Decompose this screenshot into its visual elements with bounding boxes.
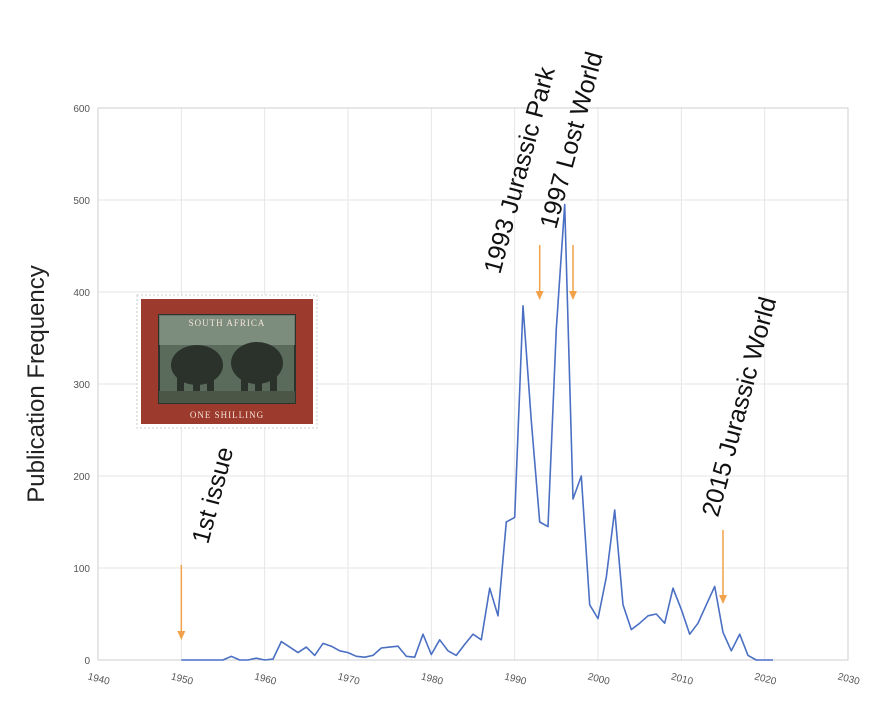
x-tick-label: 1950: [170, 672, 195, 688]
x-axis-ticks: 1940 1950 1960 1970 1980 1990 2000 2010 2020 2030: [86, 672, 861, 688]
x-tick-label: 2000: [586, 672, 611, 688]
annotation-label: 1st issue: [187, 444, 240, 547]
grid: [97, 107, 849, 661]
x-tick-label: 1960: [253, 672, 278, 688]
y-axis-ticks: 0 100 200 300 400 500 600: [73, 104, 90, 667]
x-tick-label: 2030: [836, 672, 861, 688]
x-tick-label: 1940: [86, 672, 111, 688]
annotation-arrow-head: [569, 291, 577, 300]
stamp-image: SOUTH AFRICA ONE SHILLING: [136, 294, 318, 429]
x-tick-label: 1970: [336, 672, 361, 688]
y-tick-label: 300: [73, 380, 90, 391]
x-tick-label: 2010: [670, 672, 695, 688]
y-tick-label: 0: [84, 656, 90, 667]
annotation-label: 2015 Jurassic World: [697, 294, 783, 520]
x-tick-label: 2020: [753, 672, 778, 688]
annotation-arrow-head: [535, 291, 544, 300]
stamp-bottom-text: ONE SHILLING: [190, 410, 264, 420]
y-tick-label: 200: [73, 472, 90, 483]
y-tick-label: 400: [73, 288, 90, 299]
y-tick-label: 100: [73, 564, 90, 575]
plot-frame: [97, 107, 849, 661]
x-tick-label: 1980: [420, 672, 445, 688]
x-tick-label: 1990: [503, 672, 528, 688]
publication-frequency-line: [181, 203, 773, 661]
annotation-arrows: [177, 245, 727, 640]
annotation-arrow-head: [719, 595, 727, 604]
y-tick-label: 600: [73, 104, 90, 115]
annotation-arrow-head: [177, 631, 186, 640]
y-tick-label: 500: [73, 196, 90, 207]
stamp-top-text: SOUTH AFRICA: [189, 318, 266, 328]
y-axis-label: Publication Frequency: [23, 265, 50, 502]
